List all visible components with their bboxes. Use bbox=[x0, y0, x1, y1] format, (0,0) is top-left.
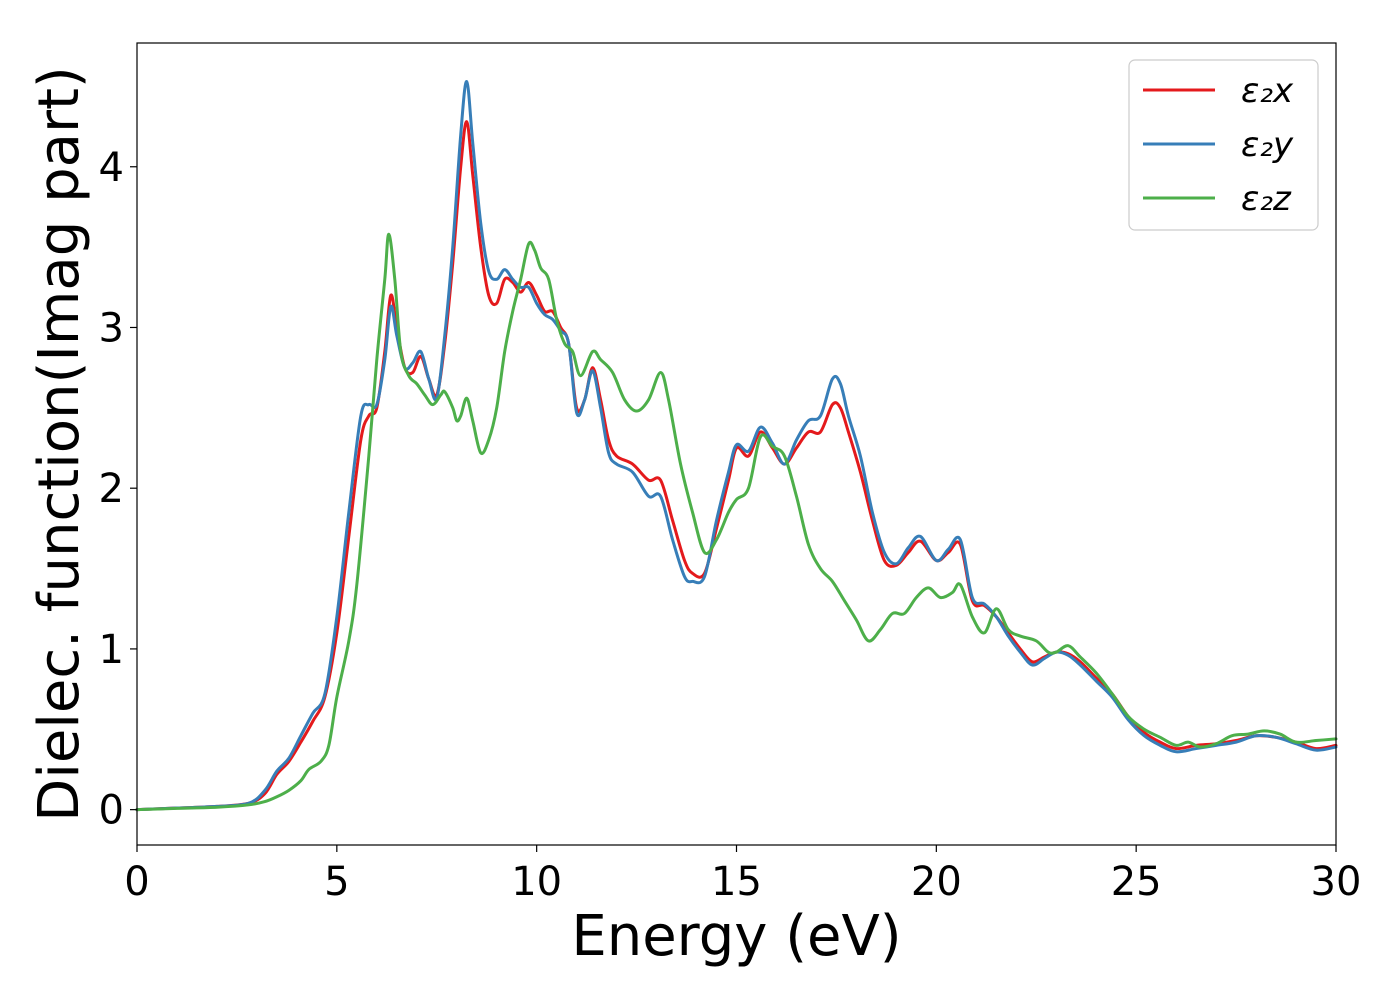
x-tick-label: 30 bbox=[1311, 859, 1362, 905]
legend: ε₂x ε₂y ε₂z bbox=[1128, 59, 1319, 231]
x-tick-label: 15 bbox=[711, 859, 762, 905]
y-tick-label: 0 bbox=[99, 788, 124, 834]
y-tick-label: 4 bbox=[99, 145, 124, 191]
ticks-layer: 0 5 10 15 20 25 30 0 1 2 3 4 bbox=[99, 145, 1362, 905]
legend-box bbox=[1128, 59, 1319, 231]
series-line-3 bbox=[135, 232, 1338, 812]
series-line-2 bbox=[135, 80, 1338, 812]
x-tick-label: 25 bbox=[1111, 859, 1162, 905]
y-tick-label: 1 bbox=[99, 627, 124, 673]
y-tick-label: 3 bbox=[99, 305, 124, 351]
x-tick-label: 10 bbox=[511, 859, 562, 905]
x-tick-label: 5 bbox=[324, 859, 349, 905]
legend-label: ε₂y bbox=[1241, 125, 1294, 165]
x-tick-label: 20 bbox=[911, 859, 962, 905]
y-axis-title: Dielec. function(Imag part) bbox=[27, 66, 92, 822]
x-axis-title: Energy (eV) bbox=[571, 904, 901, 969]
legend-label: ε₂z bbox=[1241, 179, 1292, 219]
y-tick-label: 2 bbox=[99, 466, 124, 512]
x-tick-label: 0 bbox=[124, 859, 149, 905]
legend-label: ε₂x bbox=[1241, 71, 1294, 111]
plot-frame bbox=[136, 42, 1337, 846]
series-layer bbox=[135, 80, 1338, 812]
